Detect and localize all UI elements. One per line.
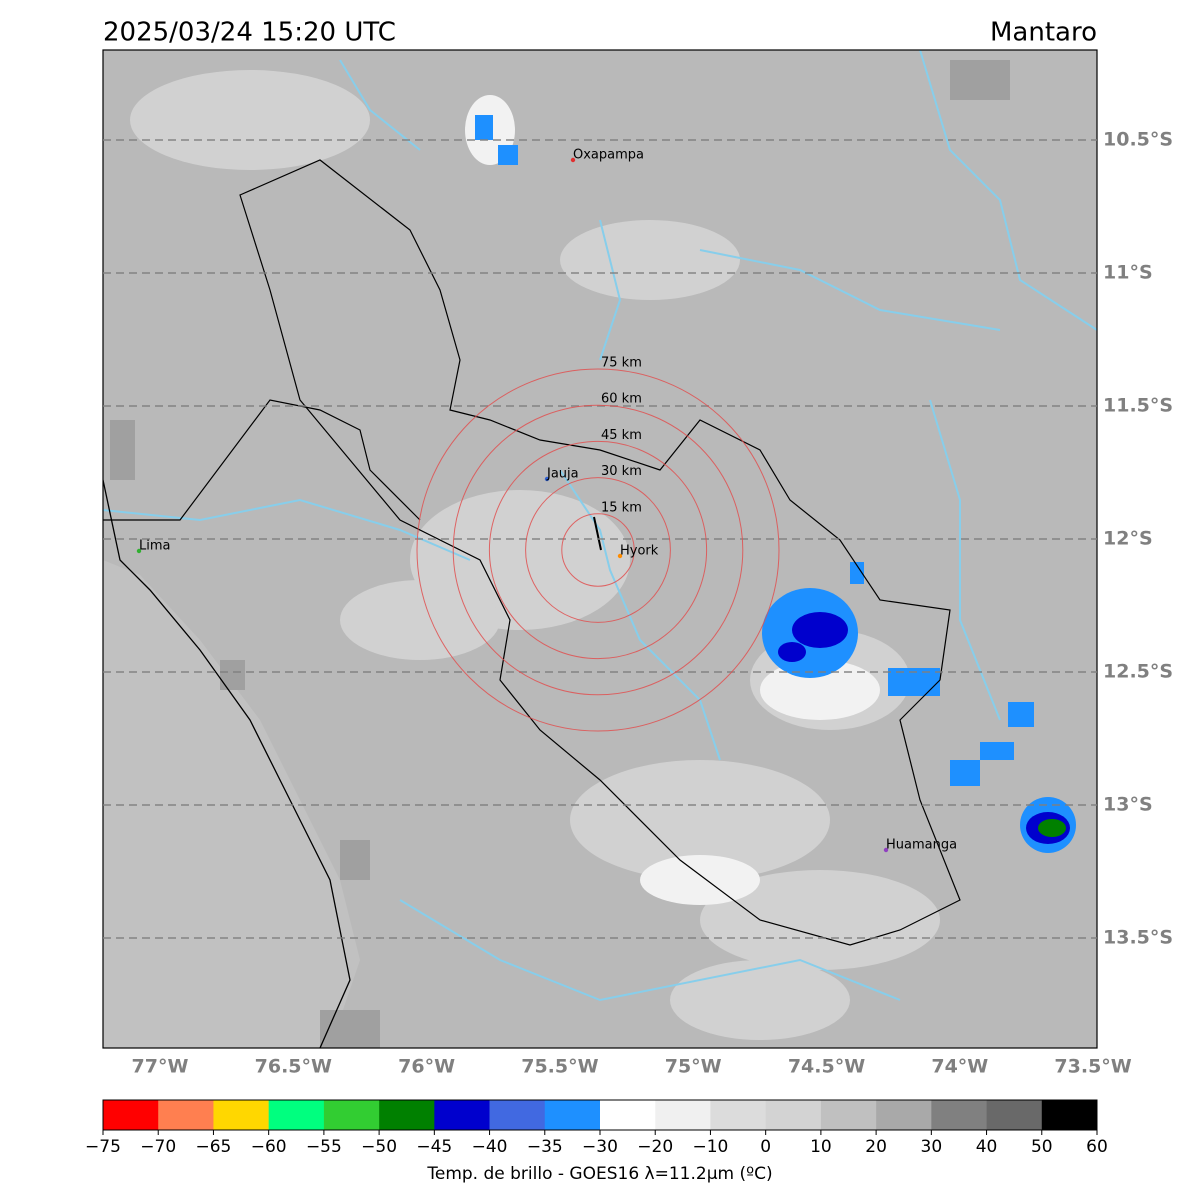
colorbar-tick-label: −55	[306, 1137, 342, 1157]
colorbar-segment	[986, 1100, 1043, 1130]
lon-label: 74.5°W	[788, 1056, 865, 1078]
colorbar-tick-label: 10	[810, 1137, 832, 1157]
colorbar-tick-label: 20	[865, 1137, 887, 1157]
colorbar-tick-label: −50	[361, 1137, 397, 1157]
map-image	[103, 50, 1097, 1048]
colorbar-tick-label: 40	[976, 1137, 998, 1157]
colorbar-segment	[820, 1100, 877, 1130]
lon-label: 76°W	[398, 1056, 455, 1078]
colorbar-tick-label: −70	[140, 1137, 176, 1157]
lon-label: 76.5°W	[255, 1056, 332, 1078]
lat-label: 12°S	[1103, 528, 1153, 550]
colorbar-tick-label: −45	[416, 1137, 452, 1157]
colorbar-segment	[158, 1100, 214, 1130]
range-ring	[416, 368, 780, 732]
city-marker	[617, 553, 623, 559]
ring-label: 15 km	[601, 500, 642, 515]
colorbar-tick-label: 0	[760, 1137, 771, 1157]
lon-label: 75°W	[665, 1056, 722, 1078]
colorbar-segment	[103, 1100, 159, 1130]
city-label: Oxapampa	[573, 148, 644, 163]
colorbar-tick-label: −60	[251, 1137, 287, 1157]
lat-label: 13°S	[1103, 794, 1153, 816]
range-ring	[561, 513, 635, 587]
ring-label: 75 km	[601, 356, 642, 371]
range-ring	[452, 404, 744, 696]
colorbar-segment	[655, 1100, 711, 1130]
region-title: Mantaro	[990, 18, 1097, 48]
city-label: Jauja	[546, 467, 579, 482]
colorbar-segment	[489, 1100, 546, 1130]
lon-label: 75.5°W	[521, 1056, 598, 1078]
city-marker	[570, 157, 576, 163]
colorbar-segment	[434, 1100, 490, 1130]
city-label: Huamanga	[886, 838, 957, 853]
colorbar-tick-label: −30	[582, 1137, 618, 1157]
colorbar-segment	[1041, 1100, 1098, 1130]
colorbar-tick-label: 60	[1086, 1137, 1108, 1157]
colorbar-segment	[379, 1100, 435, 1130]
lon-label: 77°W	[132, 1056, 189, 1078]
ring-label: 45 km	[601, 428, 642, 443]
ring-label: 60 km	[601, 392, 642, 407]
colorbar-tick-label: −40	[472, 1137, 508, 1157]
lat-label: 11.5°S	[1103, 395, 1173, 417]
lat-label: 12.5°S	[1103, 661, 1173, 683]
colorbar-segment	[323, 1100, 380, 1130]
colorbar-segment	[544, 1100, 601, 1130]
city-marker	[883, 847, 889, 853]
lat-label: 11°S	[1103, 262, 1153, 284]
colorbar-segment	[876, 1100, 932, 1130]
city-label: Lima	[139, 539, 170, 554]
colorbar-segment	[600, 1100, 656, 1130]
datetime-title: 2025/03/24 15:20 UTC	[103, 18, 396, 48]
lat-label: 10.5°S	[1103, 129, 1173, 151]
city-label: Hyork	[620, 544, 659, 559]
colorbar-tick-label: 30	[921, 1137, 943, 1157]
colorbar-segment	[931, 1100, 987, 1130]
colorbar-tick-label: −20	[637, 1137, 673, 1157]
city-marker	[136, 548, 142, 554]
city-marker	[544, 476, 550, 482]
lon-label: 74°W	[931, 1056, 988, 1078]
colorbar-tick-label: −75	[85, 1137, 121, 1157]
colorbar-tick-label: 50	[1031, 1137, 1053, 1157]
colorbar-segment	[710, 1100, 766, 1130]
colorbar-segment	[765, 1100, 822, 1130]
lat-label: 13.5°S	[1103, 927, 1173, 949]
colorbar-label: Temp. de brillo - GOES16 λ=11.2μm (ºC)	[426, 1164, 772, 1184]
colorbar-segment	[268, 1100, 325, 1130]
ring-label: 30 km	[601, 464, 642, 479]
colorbar-tick-label: −35	[527, 1137, 563, 1157]
range-ring	[525, 477, 671, 623]
colorbar-tick-label: −65	[195, 1137, 231, 1157]
colorbar-segment	[213, 1100, 269, 1130]
colorbar-tick-label: −10	[692, 1137, 728, 1157]
lon-label: 73.5°W	[1054, 1056, 1131, 1078]
range-ring	[488, 440, 708, 660]
